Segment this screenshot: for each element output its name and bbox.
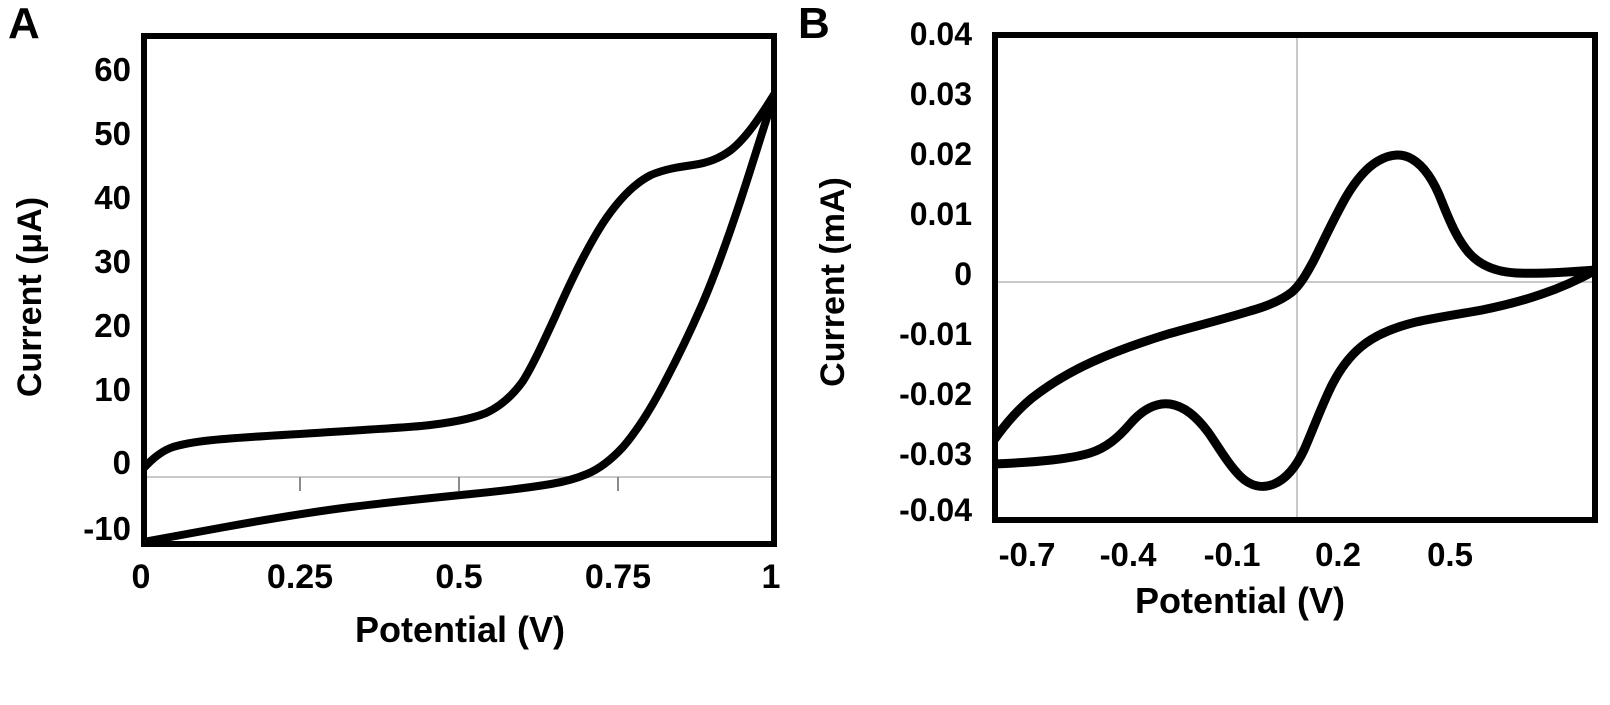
panel-a-ytick-0: 0 (112, 444, 131, 481)
panel-a-reverse-scan (141, 89, 777, 546)
panel-a-ytick-10: 10 (94, 371, 131, 408)
panel-b-ytick-001: 0.01 (909, 196, 972, 232)
panel-a-ytick-50: 50 (94, 115, 131, 152)
panel-b-xtick-neg04: -0.4 (1099, 536, 1157, 573)
panel-a-xtick-05: 0.5 (435, 558, 483, 596)
panel-b-ytick-neg001: -0.01 (899, 316, 972, 352)
panel-b-x-axis-title: Potential (V) (1134, 580, 1345, 621)
panel-a-xtick-1: 1 (761, 558, 781, 596)
panel-a-ytick-60: 60 (94, 51, 131, 88)
panel-b-ytick-003: 0.03 (909, 76, 972, 112)
panel-b-ytick-002: 0.02 (909, 136, 972, 172)
panel-a-letter: A (8, 0, 40, 48)
panel-b-frame (992, 32, 1598, 523)
panel-a-forward-scan (141, 89, 777, 473)
panel-a-xtick-025: 0.25 (266, 558, 334, 596)
panel-a-ytick-40: 40 (94, 179, 131, 216)
panel-a: A Current (μA) 60 50 40 30 20 10 0 -10 (0, 0, 800, 705)
panel-a-ytick-20: 20 (94, 307, 131, 344)
panel-a-xtick-0: 0 (131, 558, 151, 596)
panel-a-plot (141, 33, 777, 547)
panel-b-ytick-neg003: -0.03 (899, 436, 972, 472)
panel-b: B Current (mA) 0.04 0.03 0.02 0.01 0 -0.… (790, 0, 1610, 705)
panel-b-xtick-neg07: -0.7 (998, 536, 1056, 573)
panel-b-ytick-004: 0.04 (909, 16, 972, 52)
panel-b-reverse-scan (992, 265, 1598, 491)
panel-a-x-axis-title: Potential (V) (354, 609, 565, 650)
panel-a-frame (141, 33, 777, 547)
panel-b-plot (992, 32, 1598, 523)
panel-b-ytick-neg004: -0.04 (899, 492, 972, 528)
panel-a-xtick-075: 0.75 (584, 558, 652, 596)
panel-b-letter: B (798, 0, 830, 48)
panel-b-xtick-02: 0.2 (1315, 536, 1361, 573)
panel-b-forward-scan (992, 150, 1598, 445)
panel-b-xtick-05: 0.5 (1427, 536, 1473, 573)
panel-b-ytick-0: 0 (954, 256, 972, 292)
panel-b-xtick-neg01: -0.1 (1203, 536, 1261, 573)
panel-a-ytick-30: 30 (94, 243, 131, 280)
panel-a-ytick-neg10: -10 (83, 510, 131, 547)
panel-b-ytick-neg002: -0.02 (899, 376, 972, 412)
